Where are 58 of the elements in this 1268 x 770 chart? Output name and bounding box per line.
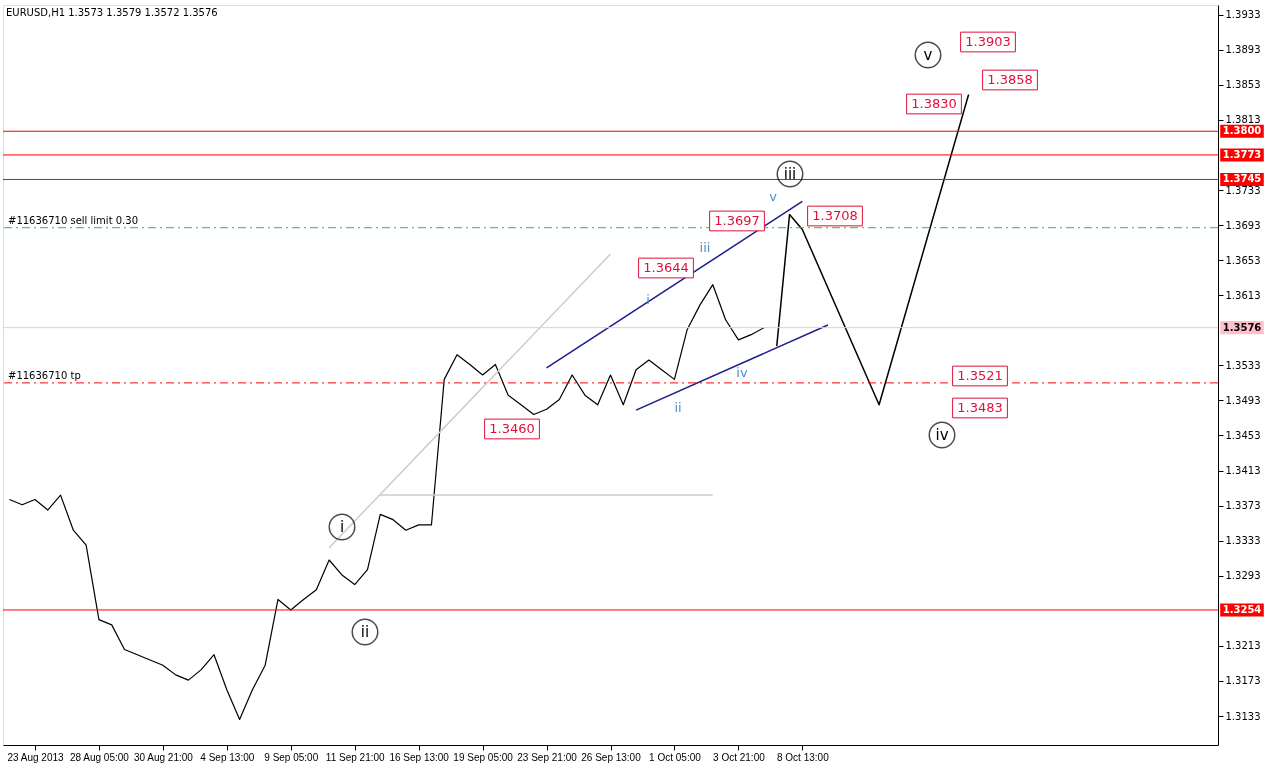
x-tick-label: 4 Sep 13:00 [200, 751, 255, 763]
y-tick-label: 1.3893 [1225, 44, 1261, 56]
annotation: 1.3483 [957, 400, 1003, 415]
annotation: iv [736, 365, 748, 380]
y-tick-label: 1.3933 [1225, 9, 1261, 21]
y-tick-label: 1.3293 [1225, 570, 1261, 582]
annotation: i [646, 292, 650, 307]
ref-line-label: 1.3800 [1222, 125, 1262, 137]
x-tick-label: 19 Sep 05:00 [453, 751, 514, 763]
y-tick-label: 1.3653 [1225, 254, 1261, 266]
ref-line-label: #11636710 tp [8, 369, 81, 381]
x-tick-label: 16 Sep 13:00 [389, 751, 450, 763]
ref-line-label: 1.3773 [1222, 148, 1262, 160]
annotation: i [339, 518, 345, 536]
annotation: 1.3903 [965, 34, 1011, 49]
annotation: 1.3644 [643, 260, 689, 275]
annotation: 1.3697 [714, 213, 760, 228]
y-tick-label: 1.3533 [1225, 359, 1261, 371]
x-tick-label: 23 Sep 21:00 [517, 751, 578, 763]
x-tick-label: 9 Sep 05:00 [264, 751, 319, 763]
x-tick-label: 26 Sep 13:00 [581, 751, 642, 763]
annotation: ii [674, 400, 682, 415]
y-tick-label: 1.3133 [1225, 710, 1261, 722]
annotation: iii [783, 165, 797, 183]
ref-line-label: 1.3576 [1222, 321, 1262, 333]
annotation: iv [935, 426, 949, 444]
annotation: iii [699, 240, 711, 255]
annotation: v [923, 46, 933, 64]
x-tick-label: 28 Aug 05:00 [69, 751, 130, 763]
annotation: ii [360, 623, 370, 641]
ref-line-label: 1.3745 [1222, 173, 1262, 185]
y-tick-label: 1.3613 [1225, 289, 1261, 301]
annotation: 1.3460 [489, 421, 535, 436]
annotation: 1.3830 [911, 96, 957, 111]
y-tick-label: 1.3493 [1225, 394, 1261, 406]
x-tick-label: 30 Aug 21:00 [133, 751, 194, 763]
annotation: 1.3521 [957, 368, 1003, 383]
y-tick-label: 1.3413 [1225, 465, 1261, 477]
x-tick-label: 11 Sep 21:00 [325, 751, 386, 763]
y-tick-label: 1.3813 [1225, 114, 1261, 126]
chart-title: EURUSD,H1 1.3573 1.3579 1.3572 1.3576 [6, 7, 218, 18]
y-tick-label: 1.3693 [1225, 219, 1261, 231]
x-tick-label: 23 Aug 2013 [7, 751, 64, 763]
x-tick-label: 3 Oct 21:00 [713, 751, 766, 763]
ref-line-label: #11636710 sell limit 0.30 [8, 214, 138, 226]
x-tick-label: 1 Oct 05:00 [649, 751, 702, 763]
y-tick-label: 1.3453 [1225, 430, 1261, 441]
y-tick-label: 1.3733 [1225, 184, 1261, 196]
ref-line-label: 1.3254 [1222, 603, 1262, 615]
y-tick-label: 1.3853 [1225, 79, 1261, 91]
annotation: 1.3708 [812, 208, 858, 223]
annotation: 1.3858 [987, 72, 1033, 87]
y-tick-label: 1.3333 [1225, 535, 1261, 547]
y-tick-label: 1.3173 [1225, 675, 1261, 687]
y-tick-label: 1.3213 [1225, 640, 1261, 652]
y-tick-label: 1.3373 [1225, 500, 1261, 512]
x-tick-label: 8 Oct 13:00 [776, 751, 830, 763]
annotation: v [769, 189, 778, 204]
